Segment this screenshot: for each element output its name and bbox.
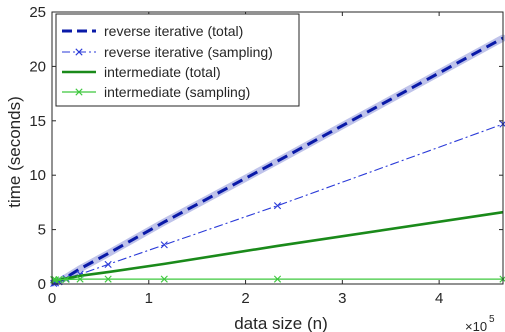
ticks-layer: 0 1 2 3 4 0 5 10 15 20 25 <box>29 4 503 307</box>
x-exponent-base: ×10 <box>465 319 487 332</box>
marker-stroke-b <box>160 241 168 249</box>
legend-box <box>55 13 300 107</box>
marker-stroke-b <box>273 275 282 283</box>
series-1-point <box>160 241 168 249</box>
legend-item-3: intermediate (sampling) <box>62 84 250 100</box>
marker-stroke-b <box>62 275 70 284</box>
x-tick-label: 4 <box>435 290 443 307</box>
legend-item-2: intermediate (total) <box>62 64 221 80</box>
marker-stroke-b <box>160 275 168 283</box>
axes-layer <box>51 11 504 285</box>
series-3-point <box>62 275 70 284</box>
y-tick-label: 0 <box>38 276 46 293</box>
legend-label-3: intermediate (sampling) <box>104 84 250 100</box>
series-3-point <box>273 275 282 283</box>
series-3-point <box>160 275 168 283</box>
series-layer <box>50 34 505 288</box>
series-1-point <box>104 260 112 269</box>
legend-label-1: reverse iterative (sampling) <box>104 44 273 60</box>
marker-stroke-b <box>76 275 84 283</box>
x-exponent-power: 5 <box>489 314 495 325</box>
series-1-point <box>273 202 282 210</box>
x-tick-label: 0 <box>48 290 56 307</box>
marker-stroke-b <box>104 275 112 283</box>
y-axis-label: time (seconds) <box>5 96 24 207</box>
legend-marker-1 <box>75 48 83 56</box>
series-3-point <box>55 276 63 284</box>
legend-label-2: intermediate (total) <box>104 64 221 80</box>
legend-item-0: reverse iterative (total) <box>62 23 243 39</box>
series-3-point <box>76 275 84 283</box>
y-tick-label: 10 <box>29 167 46 184</box>
legend: reverse iterative (total) reverse iterati… <box>55 13 300 107</box>
y-tick-label: 15 <box>29 113 46 130</box>
marker-stroke-b <box>55 276 63 284</box>
marker-stroke-b <box>75 88 83 96</box>
legend-label-0: reverse iterative (total) <box>104 23 243 39</box>
x-tick-label: 1 <box>145 290 153 307</box>
x-axis-label: data size (n) <box>234 314 328 332</box>
marker-stroke-b <box>273 202 282 210</box>
y-tick-label: 25 <box>29 4 46 21</box>
series-3-point <box>104 275 112 283</box>
y-tick-label: 5 <box>38 222 46 239</box>
marker-stroke-b <box>75 48 83 56</box>
legend-item-1: reverse iterative (sampling) <box>62 44 273 60</box>
legend-marker-3 <box>75 88 83 96</box>
y-tick-label: 20 <box>29 58 46 75</box>
x-tick-label: 2 <box>241 290 249 307</box>
x-tick-label: 3 <box>338 290 346 307</box>
axes-box <box>51 11 504 285</box>
marker-stroke-b <box>104 260 112 269</box>
x-exponent: ×10 5 <box>465 314 495 332</box>
